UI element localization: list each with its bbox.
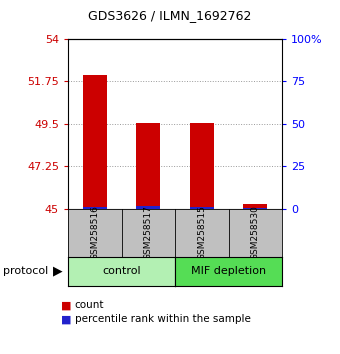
Bar: [136, 123, 160, 209]
Bar: [243, 204, 268, 209]
Text: MIF depletion: MIF depletion: [191, 266, 266, 276]
Text: GSM258516: GSM258516: [90, 205, 99, 260]
Bar: [190, 207, 214, 209]
Text: count: count: [75, 300, 104, 310]
Text: ▶: ▶: [53, 265, 62, 278]
Text: GDS3626 / ILMN_1692762: GDS3626 / ILMN_1692762: [88, 10, 252, 22]
Bar: [190, 123, 214, 209]
Bar: [243, 208, 268, 209]
Bar: [83, 75, 107, 209]
Bar: [83, 207, 107, 209]
Text: GSM258517: GSM258517: [144, 205, 153, 260]
Text: control: control: [102, 266, 141, 276]
Text: percentile rank within the sample: percentile rank within the sample: [75, 314, 251, 324]
Text: ■: ■: [61, 300, 72, 310]
Text: ■: ■: [61, 314, 72, 324]
Bar: [136, 206, 160, 209]
Text: GSM258530: GSM258530: [251, 205, 260, 260]
Text: protocol: protocol: [3, 266, 49, 276]
Text: GSM258515: GSM258515: [198, 205, 206, 260]
